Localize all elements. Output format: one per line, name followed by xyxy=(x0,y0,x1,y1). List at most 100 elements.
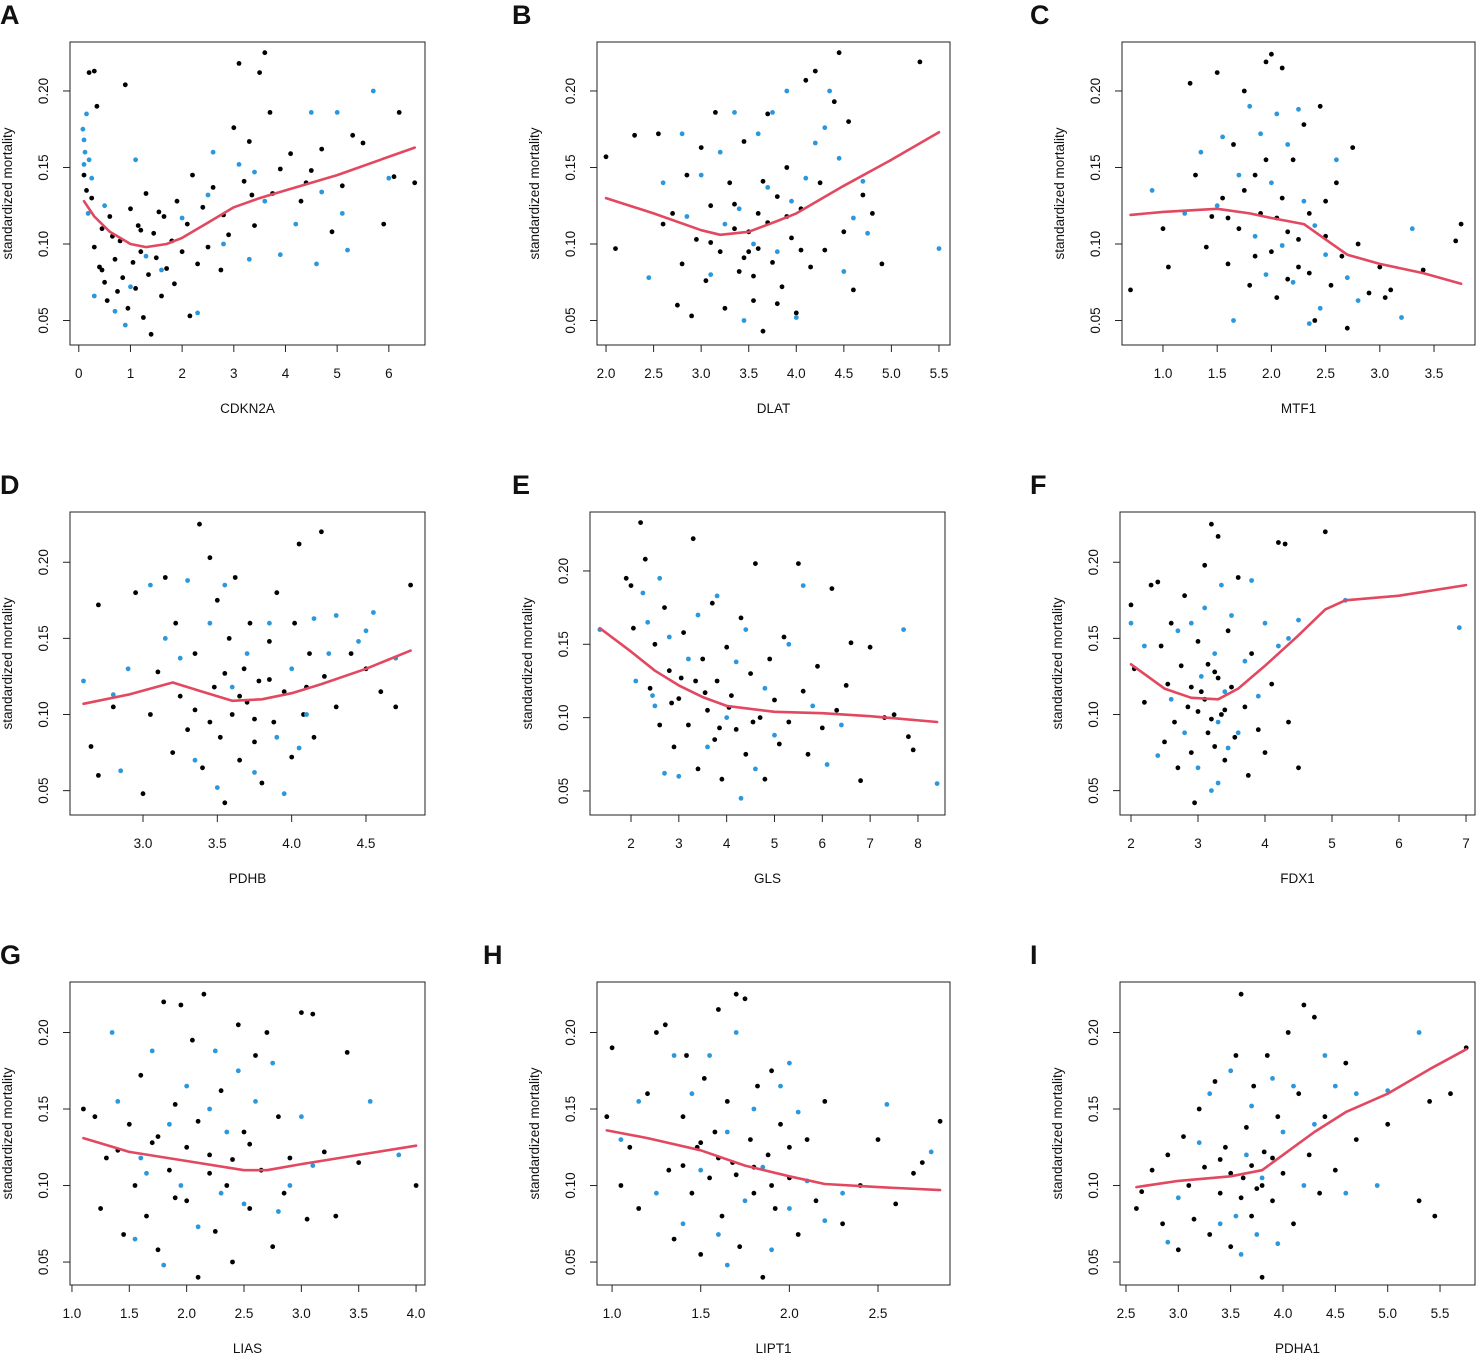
data-point xyxy=(1195,709,1201,714)
data-point xyxy=(1228,1244,1234,1250)
data-point xyxy=(760,328,766,334)
data-point xyxy=(1149,188,1155,193)
data-point xyxy=(1274,295,1280,300)
data-point xyxy=(1366,290,1372,296)
data-point xyxy=(162,636,168,641)
data-point xyxy=(1263,272,1269,277)
data-point xyxy=(299,1010,304,1015)
data-point xyxy=(393,704,399,710)
data-point xyxy=(200,765,205,771)
data-point xyxy=(1209,214,1215,219)
data-point xyxy=(1344,275,1350,281)
data-point xyxy=(769,1068,774,1074)
data-point xyxy=(161,214,167,219)
data-point xyxy=(262,50,268,56)
y-tick-label: 0.15 xyxy=(36,625,51,651)
data-point xyxy=(307,651,312,656)
data-point xyxy=(1165,1239,1171,1245)
data-point xyxy=(698,1140,704,1146)
data-point xyxy=(170,750,176,755)
data-point xyxy=(781,634,787,640)
data-point xyxy=(604,1114,610,1120)
data-point xyxy=(694,237,699,242)
data-point xyxy=(776,741,782,747)
data-point xyxy=(742,996,748,1002)
data-point xyxy=(252,739,257,745)
data-point xyxy=(1355,241,1361,247)
x-axis-title: DLAT xyxy=(757,401,791,416)
x-axis-title: CDKN2A xyxy=(220,401,275,416)
data-point xyxy=(1263,59,1269,65)
data-point xyxy=(1296,1091,1302,1097)
data-point xyxy=(787,1206,792,1211)
data-point xyxy=(824,762,830,767)
data-point xyxy=(684,172,690,178)
y-axis-title: standardized mortality xyxy=(0,597,15,729)
data-point xyxy=(314,261,319,267)
plot-frame xyxy=(69,41,426,346)
data-point xyxy=(1198,149,1204,155)
data-point xyxy=(618,1137,624,1142)
data-point xyxy=(1207,1232,1213,1237)
data-point xyxy=(1286,636,1291,641)
data-point xyxy=(138,1155,144,1161)
data-point xyxy=(689,1190,695,1196)
data-point xyxy=(836,155,842,161)
data-point xyxy=(774,301,780,307)
data-point xyxy=(755,246,761,252)
data-point xyxy=(1128,620,1134,626)
data-point xyxy=(1263,157,1269,163)
data-point xyxy=(1290,279,1296,285)
data-point xyxy=(115,1099,121,1104)
y-tick-label: 0.10 xyxy=(556,704,571,730)
data-point xyxy=(772,732,777,738)
data-point xyxy=(149,1048,155,1054)
scatter-points xyxy=(1134,991,1469,1280)
data-point xyxy=(144,1170,149,1176)
data-point xyxy=(1269,51,1274,57)
data-point xyxy=(1242,704,1248,710)
data-point xyxy=(257,70,262,75)
data-point xyxy=(256,678,262,684)
data-point xyxy=(96,602,101,608)
data-point xyxy=(743,627,749,632)
data-point xyxy=(1155,579,1161,585)
data-point xyxy=(201,991,207,997)
data-point xyxy=(815,663,820,669)
data-point xyxy=(91,68,97,74)
data-point xyxy=(177,693,183,699)
data-point xyxy=(738,615,744,621)
data-point xyxy=(252,770,257,775)
data-point xyxy=(772,697,777,703)
data-point xyxy=(1279,195,1285,201)
data-point xyxy=(937,1118,943,1124)
loess-curve xyxy=(1135,1048,1468,1189)
data-point xyxy=(787,1060,792,1066)
data-point xyxy=(98,1206,103,1211)
data-point xyxy=(143,253,149,259)
data-point xyxy=(1306,211,1312,216)
data-point xyxy=(118,768,124,774)
y-tick-label: 0.20 xyxy=(1086,1019,1101,1045)
data-point xyxy=(1255,693,1261,699)
data-point xyxy=(636,1206,642,1211)
data-point xyxy=(1259,1274,1265,1280)
data-point xyxy=(89,175,95,181)
x-tick-label: 3 xyxy=(230,366,238,381)
x-axis-title: FDX1 xyxy=(1280,871,1315,886)
data-point xyxy=(281,689,287,695)
data-point xyxy=(115,289,120,294)
x-tick-label: 2.5 xyxy=(1316,366,1335,381)
loess-curve xyxy=(1129,583,1468,701)
plot-frame xyxy=(596,981,951,1286)
data-point xyxy=(822,247,828,253)
data-point xyxy=(736,269,742,274)
y-tick-label: 0.20 xyxy=(36,1019,51,1045)
data-point xyxy=(690,536,696,542)
data-point xyxy=(141,315,146,320)
data-point xyxy=(344,1050,350,1055)
data-point xyxy=(803,77,809,83)
data-point xyxy=(413,1183,419,1188)
data-point xyxy=(138,227,144,233)
data-point xyxy=(1244,1125,1249,1130)
